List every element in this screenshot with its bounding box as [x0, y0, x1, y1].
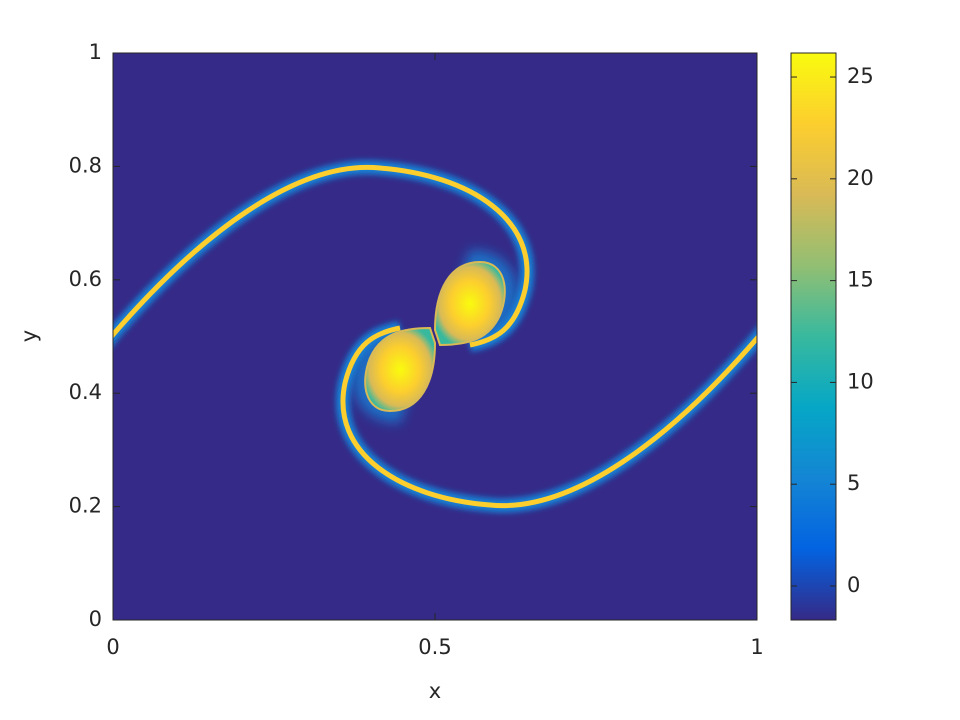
colorbar-tick-label: 5	[847, 471, 860, 495]
y-tick-label: 0.6	[69, 267, 102, 291]
field-background	[113, 53, 757, 620]
colorbar-tick-label: 20	[847, 166, 874, 190]
x-axis-label: x	[429, 679, 441, 703]
y-tick-label: 1	[89, 40, 102, 64]
field	[113, 53, 757, 620]
y-tick-label: 0.4	[69, 380, 102, 404]
y-tick-label: 0.2	[69, 494, 102, 518]
colorbar-tick-label: 15	[847, 268, 874, 292]
colorbar-tick-label: 10	[847, 369, 874, 393]
y-tick-label: 0	[89, 607, 102, 631]
filament	[113, 160, 757, 513]
x-tick-label: 0.5	[418, 635, 451, 659]
colorbar-tick-label: 25	[847, 64, 874, 88]
x-tick-label: 0	[106, 635, 119, 659]
y-axis-label: y	[17, 330, 41, 342]
y-tick-label: 0.8	[69, 153, 102, 177]
x-tick-label: 1	[750, 635, 763, 659]
colorbar	[790, 52, 837, 621]
vortex-upper	[433, 260, 506, 347]
colorbar-tick-label: 0	[847, 573, 860, 597]
vortex-lower	[364, 326, 437, 413]
